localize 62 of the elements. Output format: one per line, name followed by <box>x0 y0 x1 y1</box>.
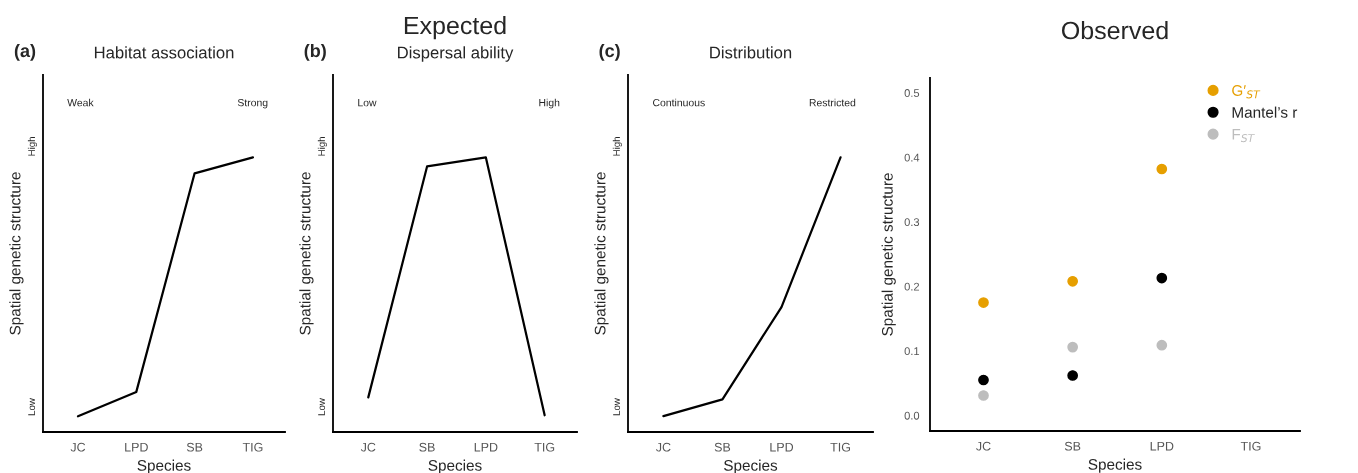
y-tick-label: 0.2 <box>904 282 920 291</box>
chart-title: Distribution <box>710 46 792 59</box>
y-tick-label: 0.4 <box>904 153 920 162</box>
point <box>1067 370 1079 381</box>
text: High <box>317 137 327 156</box>
text: Expected <box>404 16 506 40</box>
chart-title: Dispersal ability <box>398 46 514 62</box>
text: Low <box>318 398 325 416</box>
text: Strong <box>237 98 268 109</box>
x-tick-label: TIG <box>1240 441 1261 451</box>
legend-label: Mantel’s r <box>1232 106 1298 118</box>
point <box>1067 341 1079 353</box>
y-tick-label: 0.3 <box>904 218 920 227</box>
x-tick-label: TIG <box>830 442 851 452</box>
y-axis-title: Spatial genetic structure <box>9 172 24 335</box>
x-tick-label: SB <box>419 442 435 452</box>
x-tick-label: LPD <box>770 442 794 452</box>
text: High <box>27 137 37 156</box>
text: Restricted <box>809 98 856 107</box>
text: High <box>539 98 560 109</box>
point <box>1067 275 1079 287</box>
text: Low <box>28 398 36 416</box>
point <box>1156 163 1168 175</box>
text: Low <box>613 398 620 416</box>
x-tick-label: LPD <box>1150 441 1174 451</box>
y-axis-title: Spatial genetic structure <box>594 172 609 335</box>
x-tick-label: JC <box>70 442 86 452</box>
x-tick-label: LPD <box>125 442 148 452</box>
x-axis-title: Species <box>428 459 482 473</box>
point <box>978 374 989 386</box>
text: Low <box>358 99 377 107</box>
point <box>978 297 989 308</box>
point <box>1156 339 1168 351</box>
y-axis-title: Spatial genetic structure <box>299 172 314 335</box>
point <box>1156 272 1168 284</box>
x-tick-label: JC <box>976 441 991 451</box>
y-tick-label: 0.0 <box>904 411 920 420</box>
y-axis-title: Spatial genetic structure <box>881 173 896 336</box>
chart-title: Habitat association <box>94 46 234 59</box>
text: (a) <box>14 43 36 61</box>
text: (b) <box>304 43 326 61</box>
x-tick-label: JC <box>360 442 376 452</box>
text: (c) <box>599 43 620 61</box>
legend-label: F$_{ST}$ <box>1232 128 1255 143</box>
y-tick-label: 0.5 <box>904 89 920 97</box>
text: Weak <box>67 98 94 107</box>
x-tick-label: TIG <box>242 442 263 452</box>
x-tick-label: SB <box>186 442 203 452</box>
point <box>978 390 989 401</box>
x-axis-title: Species <box>1088 458 1142 473</box>
x-tick-label: JC <box>655 442 671 452</box>
x-tick-label: SB <box>1064 441 1081 451</box>
x-tick-label: SB <box>714 442 731 452</box>
x-tick-label: TIG <box>534 442 555 452</box>
x-tick-label: LPD <box>474 442 498 452</box>
legend-label: G′$_{ST}$ <box>1232 85 1261 99</box>
x-axis-title: Species <box>724 459 778 473</box>
chart-title: Observed <box>1061 20 1168 40</box>
text: High <box>612 137 622 156</box>
text: Continuous <box>653 98 705 107</box>
x-axis-title: Species <box>137 459 191 473</box>
y-tick-label: 0.1 <box>904 347 920 356</box>
